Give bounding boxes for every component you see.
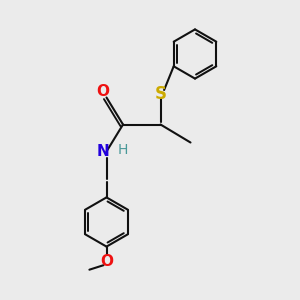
Text: N: N <box>97 144 109 159</box>
Text: O: O <box>100 254 113 268</box>
Text: S: S <box>154 85 166 103</box>
Text: H: H <box>118 143 128 157</box>
Text: O: O <box>96 84 110 99</box>
